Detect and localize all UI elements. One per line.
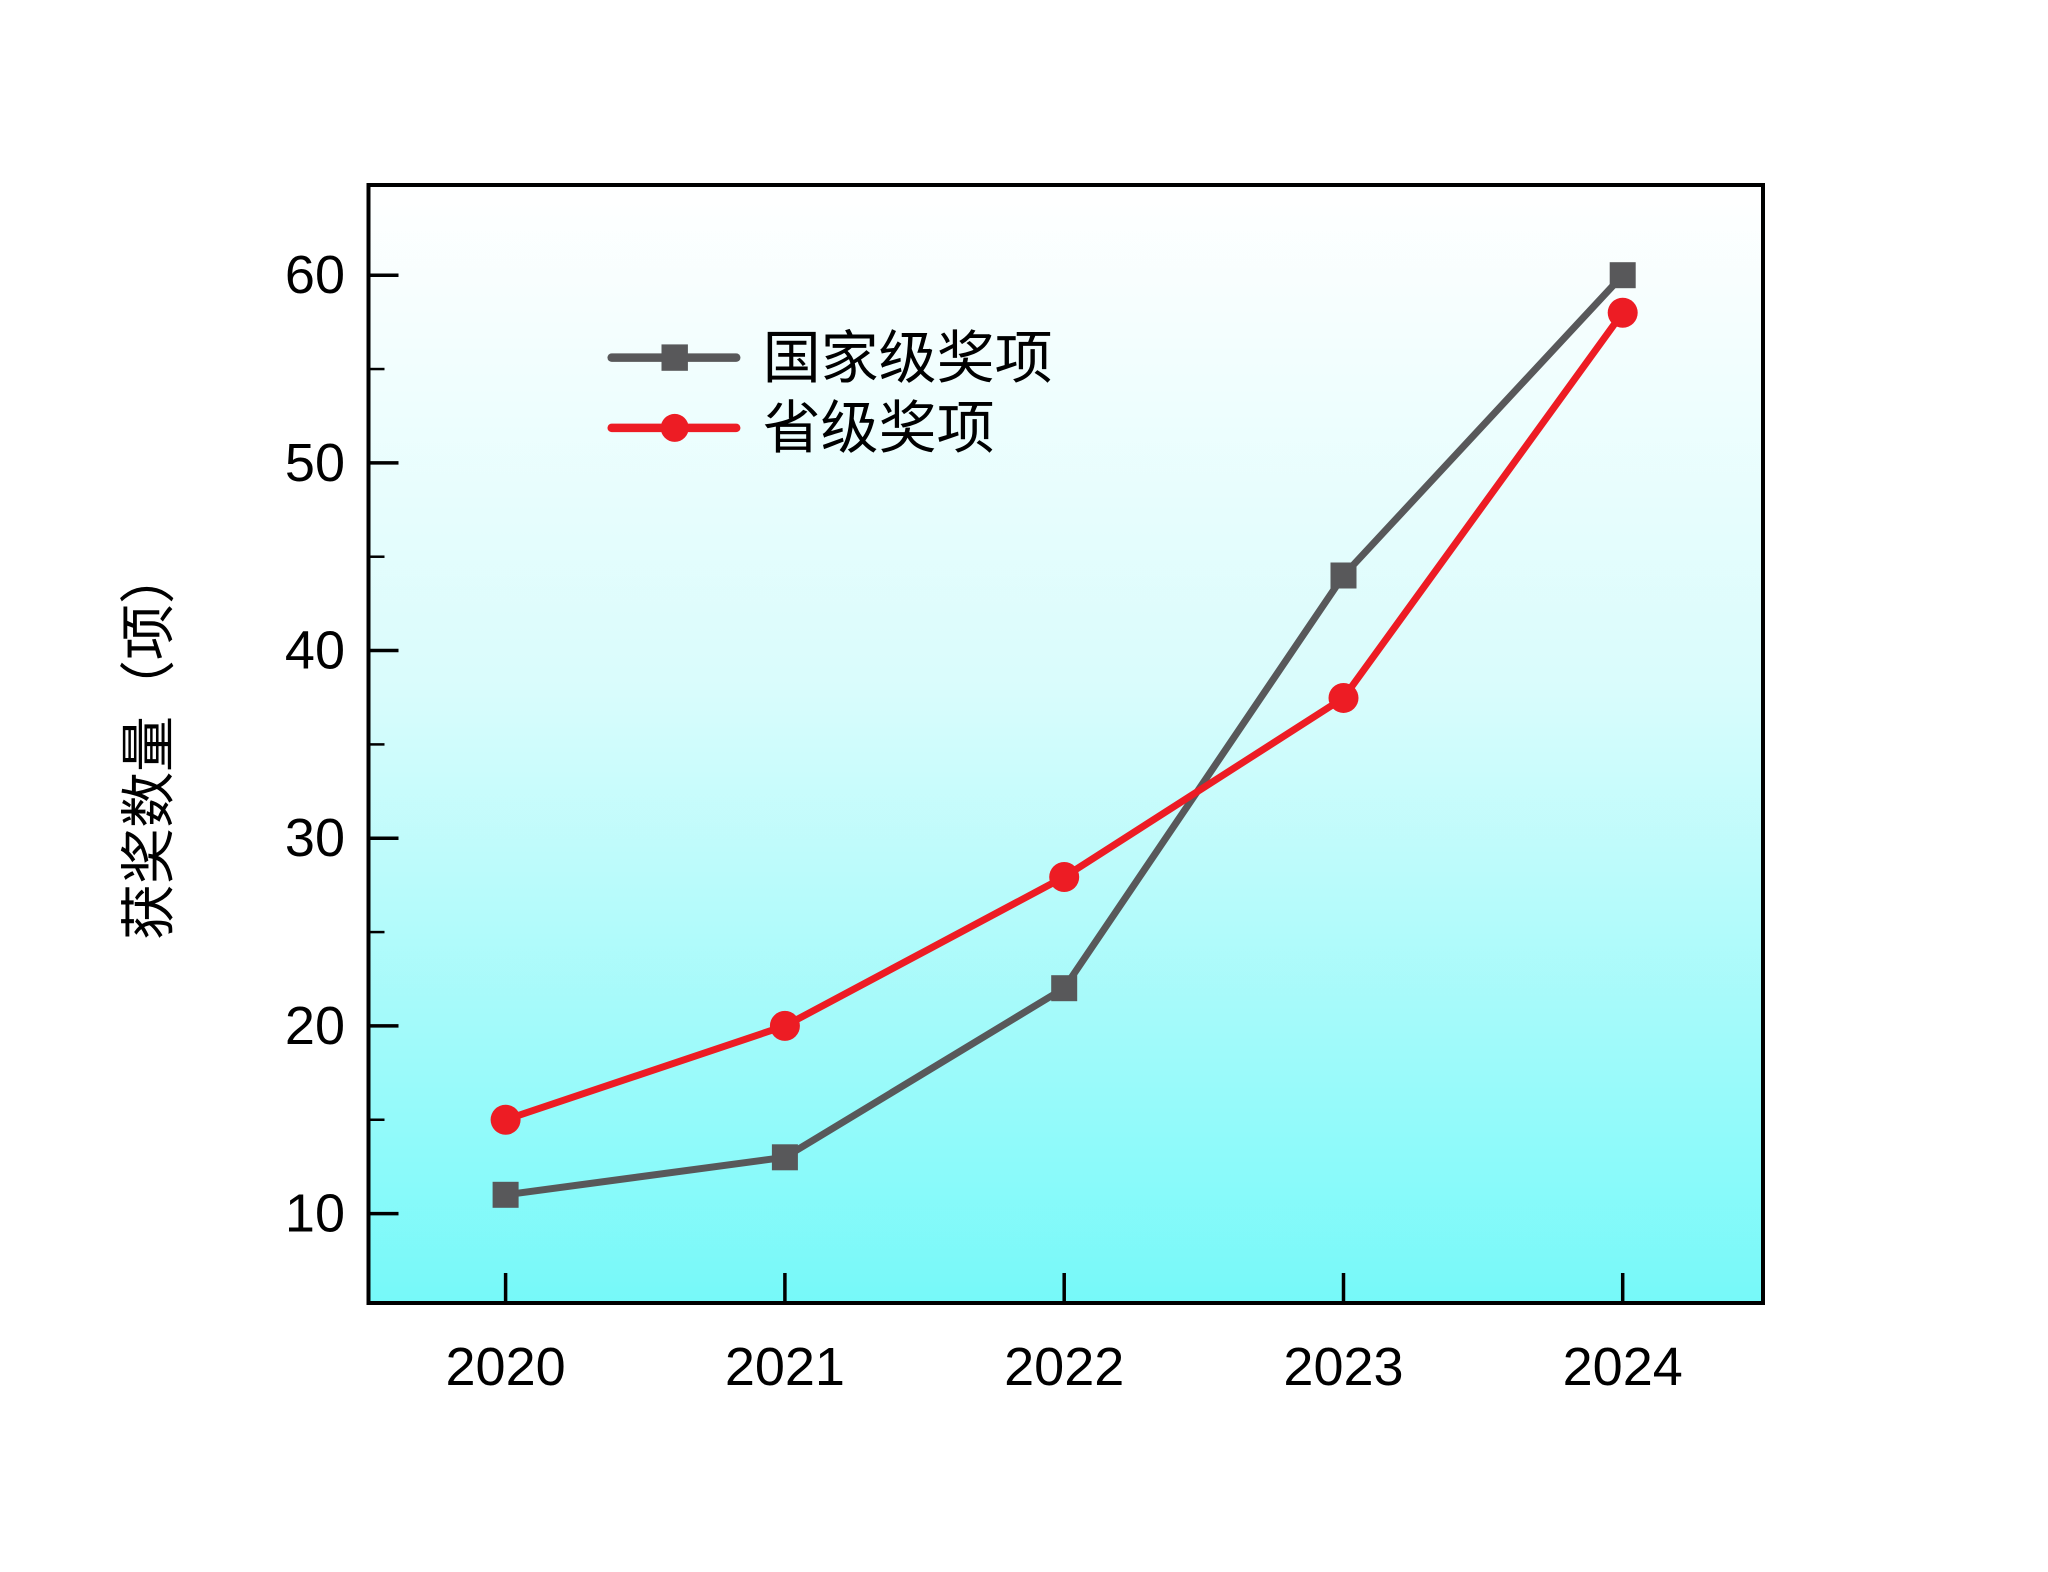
svg-text:国家级奖项: 国家级奖项	[763, 326, 1053, 391]
svg-text:10: 10	[285, 1184, 345, 1244]
svg-text:40: 40	[285, 621, 345, 681]
svg-text:2022: 2022	[1004, 1337, 1124, 1397]
svg-text:50: 50	[285, 433, 345, 493]
svg-text:60: 60	[285, 245, 345, 305]
svg-text:2020: 2020	[446, 1337, 566, 1397]
svg-text:获奖数量（项）: 获奖数量（项）	[117, 548, 180, 940]
svg-text:20: 20	[285, 996, 345, 1056]
svg-text:2021: 2021	[725, 1337, 845, 1397]
svg-text:30: 30	[285, 808, 345, 868]
svg-text:2023: 2023	[1283, 1337, 1403, 1397]
svg-text:2024: 2024	[1563, 1337, 1683, 1397]
svg-text:省级奖项: 省级奖项	[763, 396, 995, 461]
